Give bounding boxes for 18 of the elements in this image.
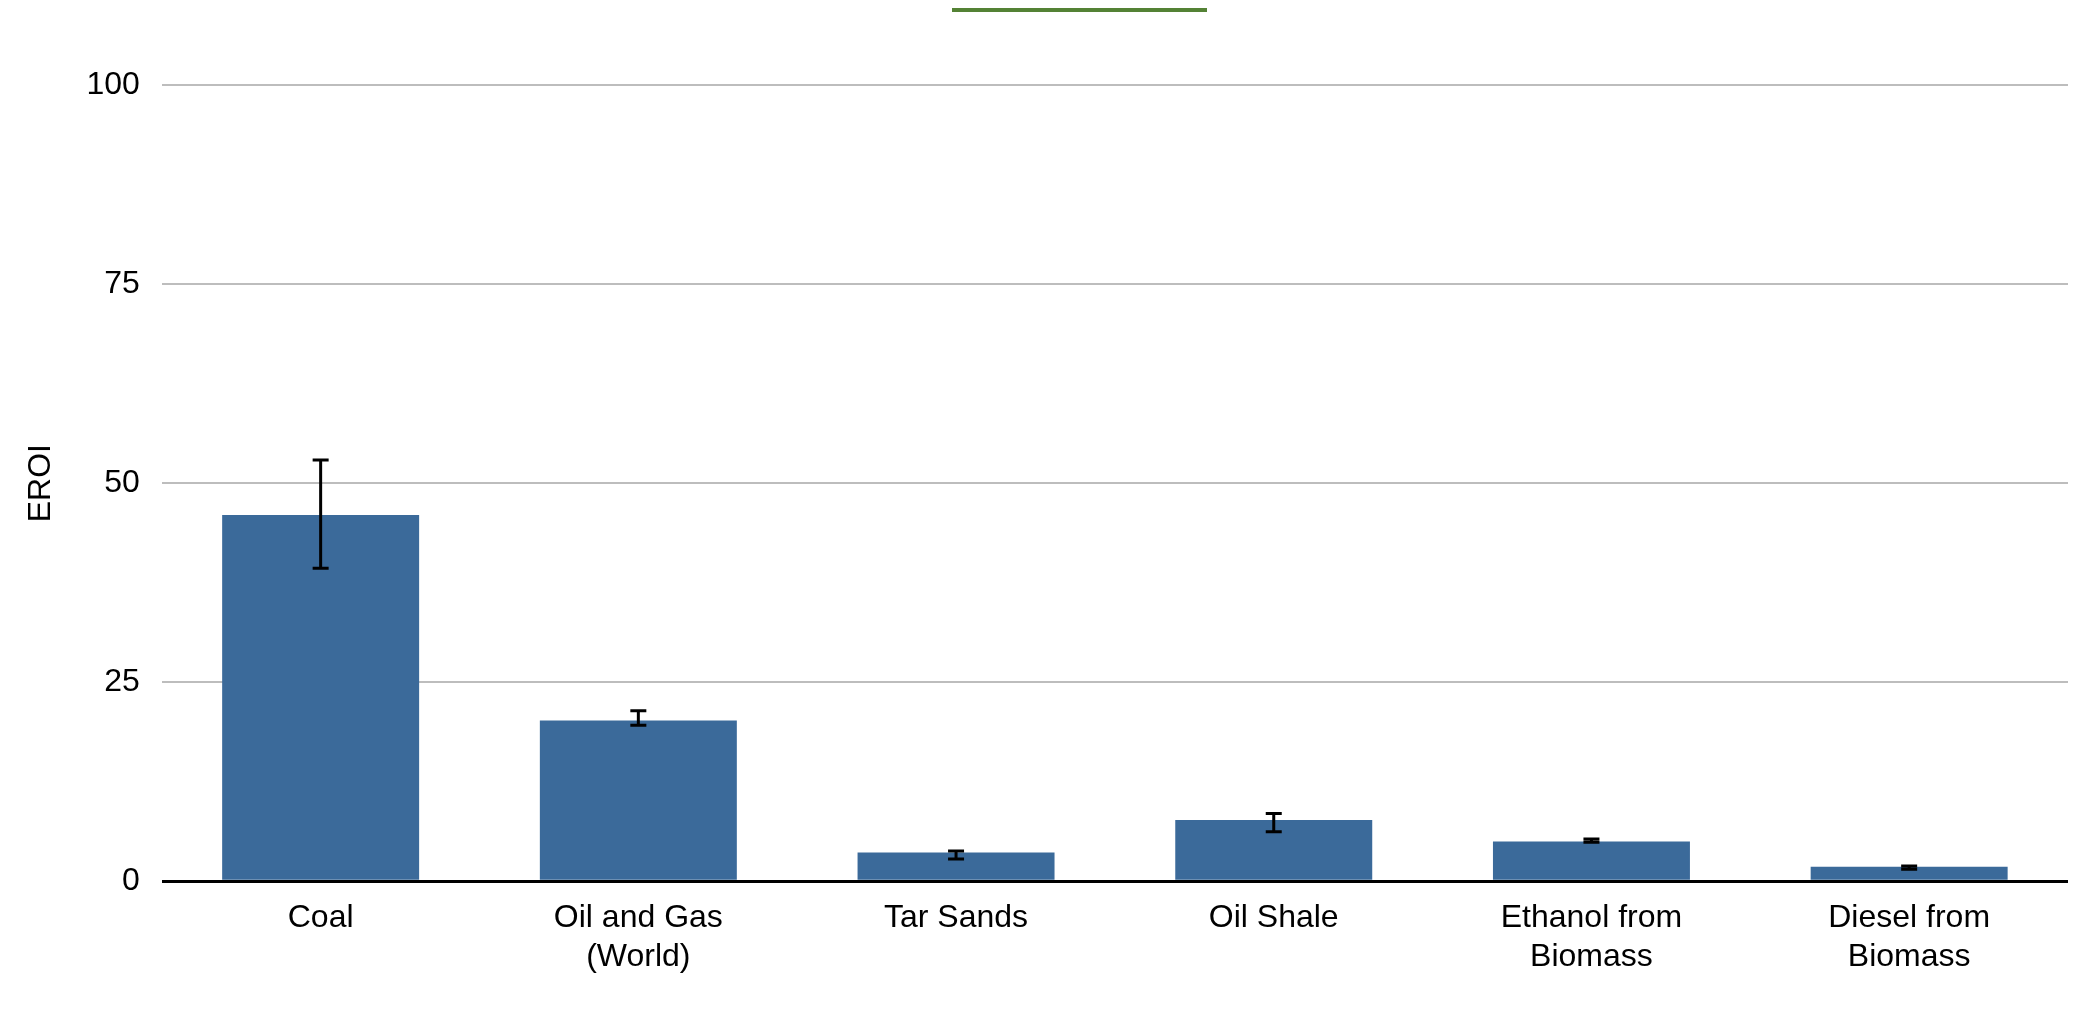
bar [1175, 819, 1373, 880]
y-tick-label: 0 [121, 861, 140, 898]
bar [857, 852, 1055, 880]
bar [222, 515, 420, 880]
x-tick-label: Oil and Gas (World) [553, 898, 723, 973]
x-tick-label: Ethanol from Biomass [1500, 898, 1683, 973]
x-tick-label: Diesel from Biomass [1828, 898, 1991, 973]
y-tick-label: 75 [104, 264, 140, 301]
x-tick-label: Coal [287, 898, 354, 935]
y-tick-label: 25 [104, 662, 140, 699]
bar [1810, 866, 2008, 880]
y-axis-title: EROI [21, 444, 58, 523]
y-tick-label: 50 [104, 463, 140, 500]
y-tick-label: 100 [86, 65, 140, 102]
bar [539, 720, 737, 880]
bar [1492, 841, 1690, 880]
x-tick-label: Oil Shale [1208, 898, 1339, 935]
x-tick-label: Tar Sands [884, 898, 1029, 935]
